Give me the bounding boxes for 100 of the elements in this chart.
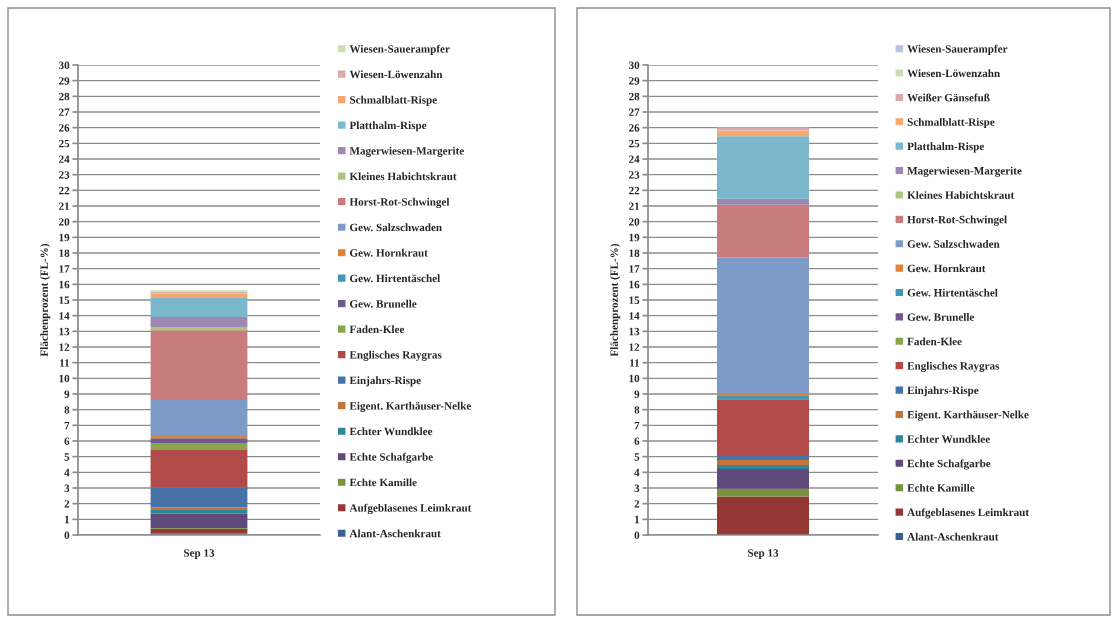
y-tick-label: 13 xyxy=(629,327,640,336)
y-tick-label: 12 xyxy=(629,343,640,351)
y-tick-label: 22 xyxy=(629,186,640,195)
y-tick-label: 23 xyxy=(59,171,70,179)
legend-label: Gew. Salzschwaden xyxy=(907,239,1000,248)
legend-label: Eigent. Karthäuser-Nelke xyxy=(349,401,471,412)
y-tick-label: 28 xyxy=(629,92,640,101)
legend-label: Aufgeblasenes Leimkraut xyxy=(349,503,472,515)
y-tick-label: 24 xyxy=(59,155,70,163)
y-axis-title: Flächenprozent (FL-%) xyxy=(40,243,51,357)
y-tick-label: 16 xyxy=(59,280,70,289)
legend-label: Platthalm-Rispe xyxy=(349,121,427,132)
legend-label: Englisches Raygras xyxy=(349,350,442,361)
legend-label: Kleines Habichtskraut xyxy=(907,191,1015,199)
legend-label: Gew. Hornkraut xyxy=(350,248,428,257)
y-tick-label: 18 xyxy=(59,249,70,257)
y-tick-label: 14 xyxy=(629,312,640,320)
legend-label: Echte Kamille xyxy=(349,478,417,487)
y-tick-label: 25 xyxy=(59,139,70,148)
legend-label: Gew. Salzschwaden xyxy=(350,223,442,232)
y-tick-label: 18 xyxy=(629,249,640,257)
legend-label: Gew. Hirtentäschel xyxy=(350,274,441,283)
y-tick-label: 9 xyxy=(634,390,640,398)
legend-label: Magerwiesen-Margerite xyxy=(349,146,464,157)
legend-label: Englisches Raygras xyxy=(907,361,1000,372)
y-tick-label: 21 xyxy=(629,202,640,210)
legend-label: Aufgeblasenes Leimkraut xyxy=(907,508,1029,519)
y-tick-label: 28 xyxy=(59,92,70,101)
legend-label: Horst-Rot-Schwingel xyxy=(907,215,1007,226)
y-tick-label: 27 xyxy=(59,108,70,116)
y-tick-label: 30 xyxy=(628,61,640,69)
legend-label: Faden-Klee xyxy=(349,325,405,334)
y-tick-label: 8 xyxy=(64,406,70,414)
legend-label: Echte Schafgarbe xyxy=(349,452,433,463)
y-tick-label: 29 xyxy=(629,77,640,85)
y-tick-label: 5 xyxy=(634,453,640,461)
legend-label: Einjahrs-Rispe xyxy=(907,386,979,397)
y-tick-label: 26 xyxy=(59,124,70,132)
y-tick-label: 2 xyxy=(64,500,70,508)
legend-label: Eigent. Karthäuser-Nelke xyxy=(907,410,1029,421)
y-tick-label: 2 xyxy=(634,500,640,508)
y-axis-title: Flächenprozent (FL-%) xyxy=(610,243,621,357)
legend-label: Alant-Aschenkraut xyxy=(349,529,441,538)
y-tick-label: 1 xyxy=(65,515,70,524)
y-tick-label: 0 xyxy=(64,531,70,539)
legend-label: Horst-Rot-Schwingel xyxy=(349,197,450,208)
y-tick-label: 19 xyxy=(59,233,70,242)
legend-label: Schmalblatt-Rispe xyxy=(350,95,437,106)
legend-label: Gew. Hirtentäschel xyxy=(907,288,998,297)
y-tick-label: 11 xyxy=(630,359,640,367)
y-tick-label: 7 xyxy=(634,421,640,430)
y-tick-label: 4 xyxy=(634,468,640,477)
y-tick-label: 20 xyxy=(629,218,640,226)
legend-label: Weißer Gänsefuß xyxy=(907,93,990,102)
legend-label: Magerwiesen-Margerite xyxy=(907,166,1022,177)
legend-label: Echter Wundklee xyxy=(349,427,433,436)
legend-label: Alant-Aschenkraut xyxy=(907,532,999,541)
legend-label: Echter Wundklee xyxy=(907,435,990,443)
y-tick-label: 6 xyxy=(64,437,70,445)
legend-label: Gew. Hornkraut xyxy=(907,264,986,273)
y-tick-label: 11 xyxy=(60,359,70,367)
legend-label: Gew. Brunelle xyxy=(907,313,975,321)
legend-label: Wiesen-Sauerampfer xyxy=(349,44,450,55)
x-tick-label: Sep 13 xyxy=(748,549,779,559)
y-tick-label: 4 xyxy=(64,468,70,477)
legend-label: Faden-Klee xyxy=(907,337,962,346)
y-tick-label: 22 xyxy=(59,186,70,195)
y-tick-label: 15 xyxy=(629,296,640,304)
x-tick-label: Sep 13 xyxy=(184,549,215,559)
y-tick-label: 13 xyxy=(59,327,70,336)
legend-label: Echte Kamille xyxy=(907,483,975,492)
legend-label: Schmalblatt-Rispe xyxy=(907,117,995,129)
y-tick-label: 6 xyxy=(634,437,640,445)
y-tick-label: 29 xyxy=(59,77,70,85)
y-tick-label: 17 xyxy=(59,265,70,273)
y-tick-label: 10 xyxy=(629,374,640,383)
y-tick-label: 3 xyxy=(634,484,640,492)
legend-label: Wiesen-Sauerampfer xyxy=(907,44,1008,55)
y-tick-label: 10 xyxy=(59,374,70,383)
legend-label: Platthalm-Rispe xyxy=(907,142,984,153)
y-tick-label: 16 xyxy=(629,280,640,289)
y-tick-label: 8 xyxy=(634,406,640,414)
legend-label: Wiesen-Löwenzahn xyxy=(907,69,1000,78)
y-tick-label: 23 xyxy=(629,171,640,179)
legend-label: Gew. Brunelle xyxy=(350,299,417,308)
y-tick-label: 14 xyxy=(59,312,70,320)
legend-label: Echte Schafgarbe xyxy=(907,459,991,470)
y-tick-label: 1 xyxy=(635,515,640,524)
y-tick-label: 27 xyxy=(629,108,640,116)
y-tick-label: 24 xyxy=(629,155,640,163)
y-tick-label: 15 xyxy=(59,296,70,304)
y-tick-label: 19 xyxy=(629,233,640,242)
y-tick-label: 0 xyxy=(634,531,640,539)
y-tick-label: 17 xyxy=(629,265,640,273)
y-tick-label: 9 xyxy=(64,390,70,398)
y-tick-label: 26 xyxy=(629,124,640,132)
y-tick-label: 21 xyxy=(59,202,70,210)
y-tick-label: 30 xyxy=(58,61,70,69)
y-tick-label: 12 xyxy=(59,343,70,351)
y-tick-label: 5 xyxy=(64,453,70,461)
